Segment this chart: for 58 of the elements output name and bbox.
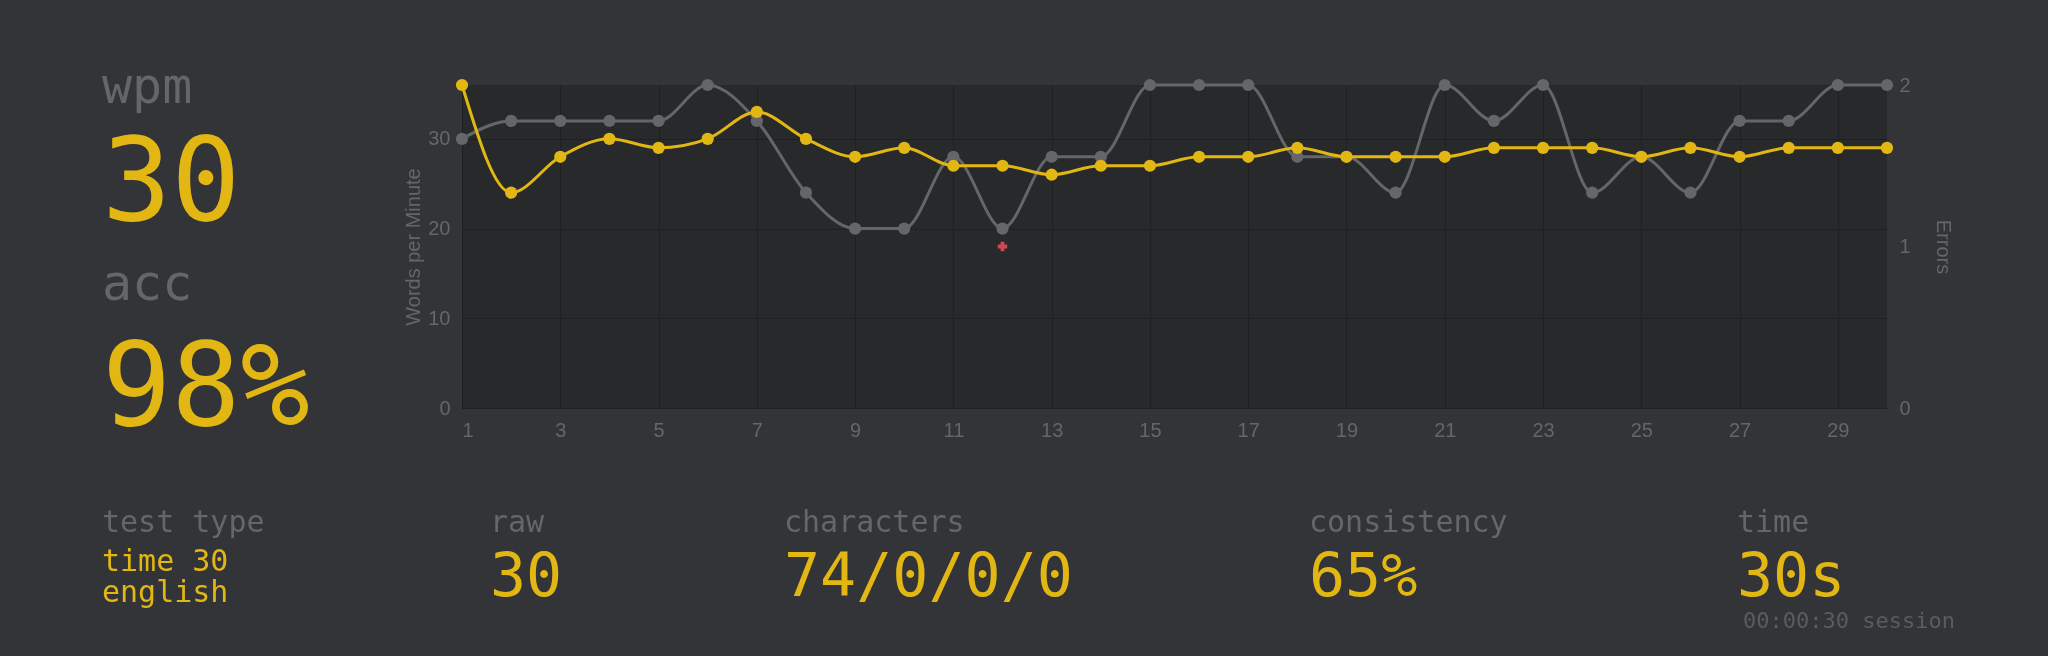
point — [1389, 150, 1402, 163]
point — [996, 222, 1009, 235]
point — [1389, 186, 1402, 199]
point — [1192, 78, 1206, 92]
point — [505, 186, 518, 199]
point — [505, 114, 518, 127]
point — [455, 132, 469, 145]
point — [1782, 114, 1795, 127]
point — [947, 159, 960, 172]
text: 98% — [102, 318, 310, 452]
point — [1782, 141, 1795, 154]
point — [1143, 78, 1157, 92]
point — [1586, 141, 1599, 154]
point — [1831, 141, 1844, 154]
point — [1242, 78, 1255, 92]
point — [1733, 150, 1746, 163]
point — [1045, 168, 1058, 181]
point — [554, 114, 567, 127]
point — [799, 186, 813, 199]
point — [652, 141, 665, 154]
point — [1733, 114, 1746, 127]
text: 74/0/0/0 — [784, 540, 1073, 610]
point — [603, 132, 616, 145]
point — [1684, 141, 1697, 154]
point — [898, 141, 911, 154]
point — [1094, 159, 1107, 172]
point — [1880, 141, 1894, 154]
point — [996, 159, 1009, 172]
text: 30s — [1737, 540, 1846, 610]
point — [1438, 150, 1451, 163]
point — [848, 222, 862, 235]
point — [1143, 159, 1157, 172]
point — [1487, 141, 1501, 154]
point — [1487, 114, 1501, 127]
point — [898, 222, 911, 235]
point — [750, 105, 763, 119]
point — [1831, 78, 1844, 92]
point — [1045, 150, 1058, 163]
text: 30 — [102, 113, 241, 247]
point — [652, 114, 665, 127]
point — [1536, 78, 1550, 92]
point — [554, 150, 567, 163]
point — [1880, 78, 1894, 92]
point — [1192, 150, 1206, 163]
point — [848, 150, 862, 163]
point — [1586, 186, 1599, 199]
point — [603, 114, 616, 127]
point — [1536, 141, 1550, 154]
point — [1684, 186, 1697, 199]
point — [455, 78, 469, 92]
point — [701, 78, 714, 92]
point — [799, 132, 813, 145]
text: 30 — [490, 540, 563, 610]
text: 65% — [1309, 540, 1418, 610]
point — [1291, 141, 1304, 154]
point — [701, 132, 714, 145]
point — [1242, 150, 1255, 163]
point — [1438, 78, 1451, 92]
